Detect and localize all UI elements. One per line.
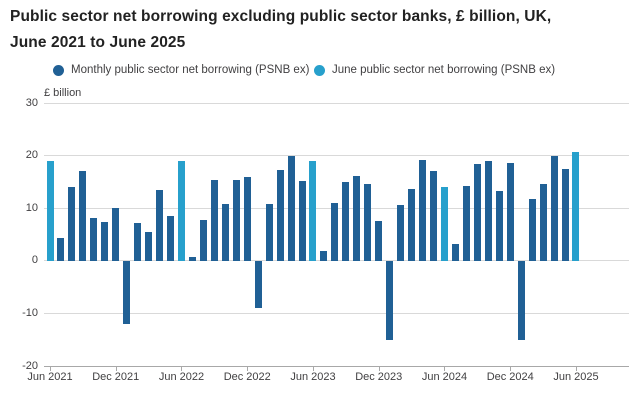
legend-item-june: June public sector net borrowing (PSNB e… <box>314 64 555 76</box>
legend-marker-june-icon <box>314 64 325 76</box>
bar-monthly[interactable] <box>408 189 416 261</box>
plot-area <box>44 102 629 371</box>
x-tick <box>247 366 249 371</box>
x-tick-label: Dec 2024 <box>486 371 534 383</box>
bar-monthly[interactable] <box>517 260 525 340</box>
bar-monthly[interactable] <box>123 260 131 324</box>
x-tick <box>575 366 577 371</box>
bar-monthly[interactable] <box>90 218 98 261</box>
legend-label-june: June public sector net borrowing (PSNB e… <box>332 64 556 76</box>
x-tick-label: Jun 2023 <box>290 371 336 383</box>
y-tick-label: 10 <box>25 201 38 214</box>
bar-monthly[interactable] <box>188 256 196 261</box>
bar-monthly[interactable] <box>79 171 87 261</box>
bar-june[interactable] <box>572 151 580 261</box>
bar-june[interactable] <box>46 160 54 261</box>
bar-monthly[interactable] <box>210 180 218 261</box>
bar-monthly[interactable] <box>199 220 207 261</box>
x-tick <box>181 366 183 371</box>
x-tick-label: Jun 2025 <box>553 371 599 383</box>
x-tick <box>378 366 380 371</box>
bar-monthly[interactable] <box>254 260 262 309</box>
y-tick-label: 0 <box>31 254 38 267</box>
x-tick-label: Dec 2021 <box>92 371 140 383</box>
bar-june[interactable] <box>177 161 185 261</box>
x-tick-label: Jun 2021 <box>27 371 73 383</box>
chart-title-line1: Public sector net borrowing excluding pu… <box>10 8 552 25</box>
bar-monthly[interactable] <box>287 156 295 261</box>
bar-monthly[interactable] <box>386 260 394 340</box>
bar-monthly[interactable] <box>353 175 361 261</box>
bar-monthly[interactable] <box>232 179 240 261</box>
bar-monthly[interactable] <box>298 181 306 261</box>
bar-monthly[interactable] <box>265 203 273 261</box>
legend-marker-monthly-icon <box>53 64 64 76</box>
bar-monthly[interactable] <box>167 216 175 261</box>
y-tick-label: 30 <box>25 96 38 109</box>
bar-june[interactable] <box>309 161 317 261</box>
bar-monthly[interactable] <box>156 190 164 261</box>
bar-monthly[interactable] <box>134 222 142 261</box>
y-tick-label: 20 <box>25 149 38 162</box>
legend-item-monthly: Monthly public sector net borrowing (PSN… <box>53 64 309 76</box>
gridline <box>44 312 629 314</box>
bar-june[interactable] <box>440 186 448 261</box>
bar-monthly[interactable] <box>528 198 536 261</box>
x-tick <box>510 366 512 371</box>
bar-monthly[interactable] <box>243 177 251 261</box>
gridline <box>44 155 629 157</box>
bar-monthly[interactable] <box>397 205 405 261</box>
bar-monthly[interactable] <box>276 170 284 261</box>
chart-title-line2: June 2021 to June 2025 <box>10 34 186 51</box>
bar-monthly[interactable] <box>221 203 229 261</box>
bar-monthly[interactable] <box>331 202 339 261</box>
y-tick-label: -20 <box>22 359 38 372</box>
bar-monthly[interactable] <box>495 191 503 261</box>
x-tick <box>115 366 117 371</box>
gridline <box>44 102 629 104</box>
bar-monthly[interactable] <box>451 243 459 261</box>
bar-monthly[interactable] <box>68 187 76 261</box>
bar-monthly[interactable] <box>506 163 514 261</box>
bar-monthly[interactable] <box>364 184 372 261</box>
x-tick-label: Jun 2022 <box>158 371 205 383</box>
x-tick-label: Dec 2023 <box>355 371 403 383</box>
bar-monthly[interactable] <box>561 169 569 261</box>
bar-monthly[interactable] <box>145 231 153 261</box>
bar-monthly[interactable] <box>550 156 558 261</box>
x-axis-line <box>44 365 629 367</box>
gridline <box>44 260 629 262</box>
x-tick <box>444 366 446 371</box>
bar-monthly[interactable] <box>430 170 438 261</box>
bar-monthly[interactable] <box>57 237 65 261</box>
x-tick-label: Dec 2022 <box>223 371 271 383</box>
x-tick <box>312 366 314 371</box>
bar-monthly[interactable] <box>539 184 547 261</box>
x-tick-label: Jun 2024 <box>421 371 468 383</box>
bar-monthly[interactable] <box>101 222 109 261</box>
y-tick-label: -10 <box>22 306 38 319</box>
x-tick <box>50 366 51 371</box>
bar-monthly[interactable] <box>462 185 470 261</box>
legend-label-monthly: Monthly public sector net borrowing (PSN… <box>71 64 310 76</box>
bar-monthly[interactable] <box>112 208 120 261</box>
bar-monthly[interactable] <box>419 160 427 261</box>
bar-monthly[interactable] <box>320 250 328 261</box>
bar-monthly[interactable] <box>484 160 492 261</box>
bar-monthly[interactable] <box>342 181 350 261</box>
bar-monthly[interactable] <box>473 164 481 261</box>
y-axis-unit-label: £ billion <box>44 87 82 99</box>
bar-monthly[interactable] <box>375 220 383 261</box>
